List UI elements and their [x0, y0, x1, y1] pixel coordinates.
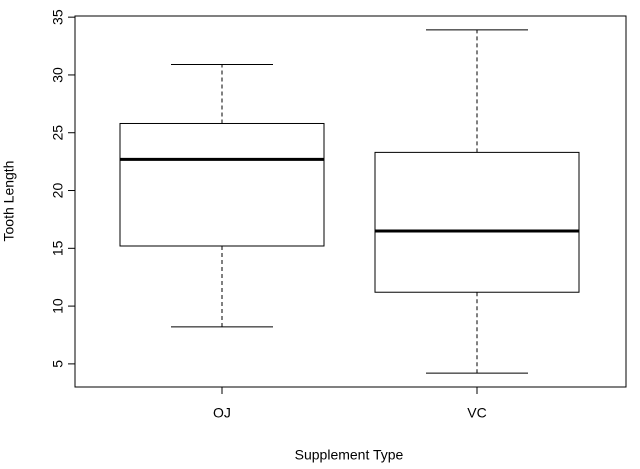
x-tick-label: VC — [467, 405, 486, 421]
y-tick-label: 10 — [50, 298, 66, 314]
y-tick-label: 5 — [50, 360, 66, 368]
box — [374, 151, 580, 293]
y-tick-label: 35 — [50, 9, 66, 25]
x-tick-label: OJ — [213, 405, 231, 421]
x-axis-label: Supplement Type — [295, 447, 404, 463]
y-tick-label: 25 — [50, 125, 66, 141]
y-axis-label: Tooth Length — [1, 161, 17, 242]
box — [119, 122, 325, 247]
y-tick-label: 20 — [50, 183, 66, 199]
y-tick-label: 15 — [50, 240, 66, 256]
y-tick-label: 30 — [50, 67, 66, 83]
